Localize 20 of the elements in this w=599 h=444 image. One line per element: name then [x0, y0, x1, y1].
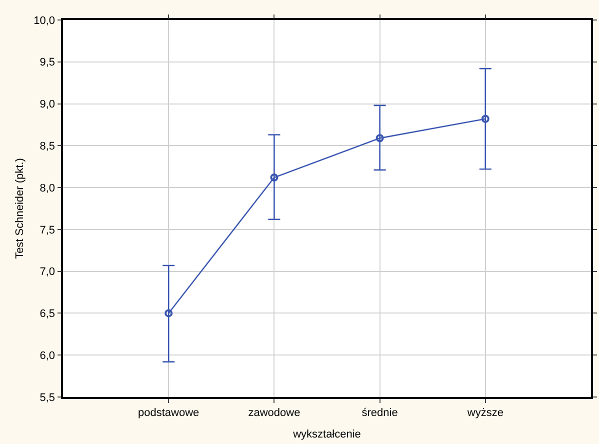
- point: [164, 309, 173, 318]
- y-tick-label: 8,0: [40, 182, 56, 194]
- y-tick-label: 5,5: [40, 392, 56, 404]
- x-tick-label: wyższe: [466, 406, 504, 419]
- y-tick-label: 6,0: [40, 350, 56, 362]
- x-tick-label: zawodowe: [248, 406, 300, 419]
- y-tick-label: 9,5: [40, 56, 56, 69]
- y-tick-label: 6,5: [40, 308, 56, 320]
- point: [270, 174, 278, 182]
- x-tick-label: podstawowe: [138, 406, 200, 419]
- point: [376, 134, 384, 142]
- y-tick-label: 9,0: [40, 98, 56, 111]
- y-axis-title: Test Schneider (pkt.): [14, 158, 26, 259]
- x-tick-label: średnie: [362, 406, 398, 419]
- y-tick-label: 7,5: [40, 224, 56, 236]
- point: [481, 114, 490, 123]
- x-axis-title: wykształcenie: [292, 428, 361, 441]
- y-tick-label: 7,0: [40, 266, 56, 278]
- y-tick-label: 8,5: [40, 140, 56, 153]
- y-tick-label: 10,0: [34, 14, 56, 27]
